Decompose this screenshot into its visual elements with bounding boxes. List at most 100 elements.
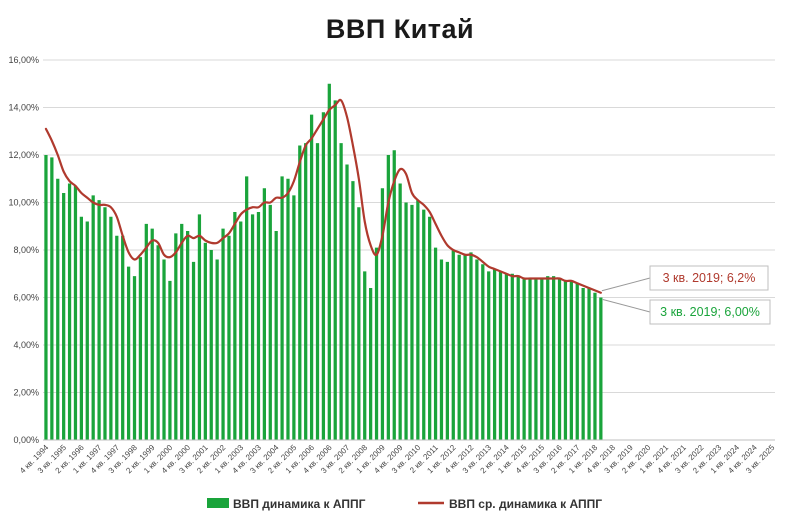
- y-tick-label: 4,00%: [13, 340, 39, 350]
- y-tick-label: 6,00%: [13, 293, 39, 303]
- bar: [73, 185, 78, 440]
- bar: [386, 155, 390, 440]
- bar: [552, 276, 556, 441]
- bar: [540, 278, 544, 440]
- bar: [504, 273, 509, 440]
- bar: [191, 261, 196, 441]
- bar: [557, 278, 562, 440]
- bar: [56, 178, 60, 440]
- callout-leader: [602, 299, 651, 313]
- bar: [581, 288, 585, 440]
- bar: [498, 271, 503, 441]
- callout-bar-value: 3 кв. 2019; 6,00%: [660, 305, 760, 319]
- bar: [180, 223, 184, 441]
- bar: [351, 181, 355, 441]
- bar: [227, 235, 231, 440]
- bar: [469, 252, 473, 441]
- bar: [374, 247, 379, 441]
- legend: ВВП динамика к АППГ ВВП ср. динамика к АП…: [207, 497, 602, 511]
- bar: [546, 276, 550, 441]
- bar: [162, 259, 166, 440]
- bar: [79, 216, 83, 440]
- bar: [445, 261, 449, 441]
- bar: [156, 245, 160, 440]
- bar: [457, 254, 461, 440]
- bar: [433, 247, 438, 441]
- bar: [186, 231, 190, 440]
- bar: [492, 269, 497, 440]
- bar: [475, 259, 479, 440]
- bar: [392, 150, 396, 440]
- bar: [315, 143, 320, 441]
- bar-series: [44, 83, 603, 441]
- bar: [516, 276, 520, 441]
- y-tick-label: 2,00%: [13, 388, 39, 398]
- bar: [280, 176, 284, 441]
- bar: [144, 223, 148, 441]
- bar: [85, 221, 89, 440]
- bar: [304, 143, 308, 441]
- y-tick-label: 8,00%: [13, 245, 39, 255]
- y-axis-tick-labels: 0,00% 2,00% 4,00% 6,00% 8,00% 10,00% 12,00% 14,…: [8, 55, 39, 445]
- bar: [380, 188, 385, 440]
- bar: [357, 207, 361, 440]
- callouts: 3 кв. 2019; 6,2% 3 кв. 2019; 6,00%: [601, 265, 771, 325]
- bar: [174, 233, 178, 440]
- bar: [333, 100, 337, 441]
- y-tick-label: 10,00%: [8, 198, 39, 208]
- bar: [451, 250, 455, 440]
- bar: [587, 288, 591, 440]
- bar: [422, 209, 426, 440]
- bar: [62, 193, 66, 440]
- bar: [599, 297, 603, 440]
- bar: [262, 188, 266, 440]
- callout-line-value: 3 кв. 2019; 6,2%: [663, 271, 756, 285]
- bar: [510, 273, 514, 440]
- bar: [404, 202, 408, 440]
- bar: [522, 278, 526, 440]
- legend-label-line: ВВП ср. динамика к АППГ: [449, 497, 602, 511]
- bar: [439, 259, 444, 440]
- bar: [97, 200, 101, 441]
- bar: [138, 257, 143, 441]
- y-tick-label: 0,00%: [13, 435, 39, 445]
- bar: [121, 235, 125, 440]
- bar: [416, 200, 420, 441]
- y-tick-label: 12,00%: [8, 150, 39, 160]
- legend-swatch-bars: [207, 498, 229, 508]
- bar: [44, 155, 48, 440]
- line-series-path: [44, 98, 602, 294]
- bar: [286, 178, 290, 440]
- bar: [132, 276, 137, 441]
- bar: [103, 207, 107, 440]
- bar: [327, 83, 331, 440]
- callout-leader: [601, 277, 651, 292]
- bar: [239, 221, 243, 440]
- bar: [245, 176, 249, 441]
- bar: [575, 283, 579, 440]
- bar: [593, 292, 597, 440]
- bar: [115, 235, 119, 440]
- bar: [233, 212, 237, 440]
- legend-label-bars: ВВП динамика к АППГ: [233, 497, 366, 511]
- bar: [109, 216, 113, 440]
- bar: [345, 164, 349, 440]
- y-tick-label: 16,00%: [8, 55, 39, 65]
- callout-box: [649, 299, 771, 325]
- bar: [339, 143, 343, 441]
- bar: [398, 183, 402, 440]
- bar: [569, 280, 573, 441]
- bar: [215, 259, 219, 440]
- bar: [91, 195, 95, 440]
- bar: [563, 280, 568, 441]
- bar: [481, 264, 485, 440]
- bar: [150, 228, 154, 441]
- chart-title: ВВП Китай: [325, 14, 475, 44]
- bar: [256, 212, 261, 440]
- bar: [203, 242, 207, 440]
- line-series: [44, 98, 602, 294]
- bar: [274, 231, 278, 440]
- bar: [528, 278, 532, 440]
- bar: [363, 271, 367, 441]
